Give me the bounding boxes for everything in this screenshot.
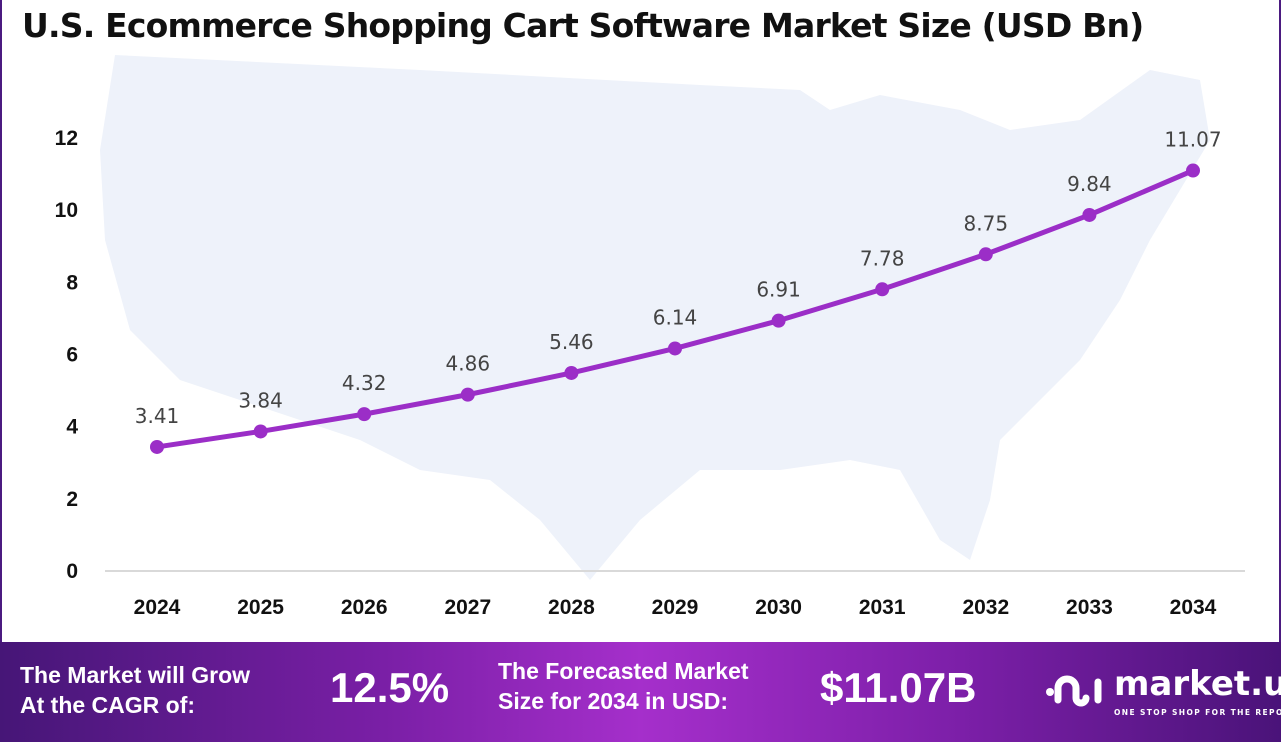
data-label: 4.86 <box>446 352 491 376</box>
chart-frame <box>0 0 1281 642</box>
market-us-logo-icon <box>1046 675 1102 707</box>
x-tick-label: 2033 <box>1066 596 1113 619</box>
logo-name: market.us <box>1114 664 1281 704</box>
y-tick-label: 6 <box>66 344 78 367</box>
x-tick-label: 2031 <box>859 596 906 619</box>
data-label: 6.91 <box>756 278 801 302</box>
data-label: 11.07 <box>1164 128 1221 152</box>
chart-title: U.S. Ecommerce Shopping Cart Software Ma… <box>22 6 1144 45</box>
data-label: 3.41 <box>135 404 180 428</box>
logo-tagline: ONE STOP SHOP FOR THE REPORTS <box>1114 708 1281 717</box>
forecast-label-line1: The Forecasted Market <box>498 658 749 684</box>
data-point <box>460 387 475 402</box>
data-point <box>1082 207 1097 222</box>
data-label: 6.14 <box>653 305 698 329</box>
x-tick-label: 2032 <box>962 596 1009 619</box>
line-chart: 0 2 4 6 8 10 12 2024 2025 2026 2027 2028 2029 2030 20… <box>55 55 1245 619</box>
y-tick-label: 10 <box>55 199 78 222</box>
data-point <box>875 282 890 297</box>
data-point <box>253 424 268 439</box>
forecast-value: $11.07B <box>820 664 977 711</box>
y-tick-label: 4 <box>66 416 78 439</box>
data-label: 3.84 <box>238 388 283 412</box>
data-point <box>668 341 682 356</box>
x-tick-label: 2024 <box>134 596 181 619</box>
data-point <box>1186 163 1200 178</box>
data-point <box>357 407 372 422</box>
cagr-label-line1: The Market will Grow <box>20 662 251 688</box>
data-point <box>771 313 786 328</box>
x-tick-label: 2028 <box>548 596 595 619</box>
data-point <box>564 365 579 380</box>
data-point <box>978 247 993 262</box>
us-map-background <box>100 55 1210 580</box>
footer-banner: The Market will Grow At the CAGR of: 12.… <box>0 642 1281 742</box>
data-label: 5.46 <box>549 330 594 354</box>
data-label: 7.78 <box>860 246 905 270</box>
cagr-label-line2: At the CAGR of: <box>20 692 196 718</box>
y-tick-label: 0 <box>66 560 78 583</box>
x-tick-label: 2027 <box>444 596 491 619</box>
x-tick-label: 2034 <box>1170 596 1217 619</box>
x-tick-label: 2030 <box>755 596 802 619</box>
y-tick-label: 8 <box>66 271 78 294</box>
market-us-logo: market.us ONE STOP SHOP FOR THE REPORTS <box>1044 664 1281 717</box>
data-label: 9.84 <box>1067 172 1112 196</box>
forecast-label-line2: Size for 2034 in USD: <box>498 688 729 714</box>
data-label: 8.75 <box>964 211 1009 235</box>
y-tick-label: 2 <box>66 488 78 511</box>
data-point <box>150 439 164 454</box>
x-tick-label: 2025 <box>237 596 284 619</box>
cagr-value: 12.5% <box>330 664 450 711</box>
data-label: 4.32 <box>342 371 387 395</box>
x-tick-label: 2026 <box>341 596 388 619</box>
x-tick-label: 2029 <box>652 596 699 619</box>
y-tick-label: 12 <box>55 127 78 150</box>
